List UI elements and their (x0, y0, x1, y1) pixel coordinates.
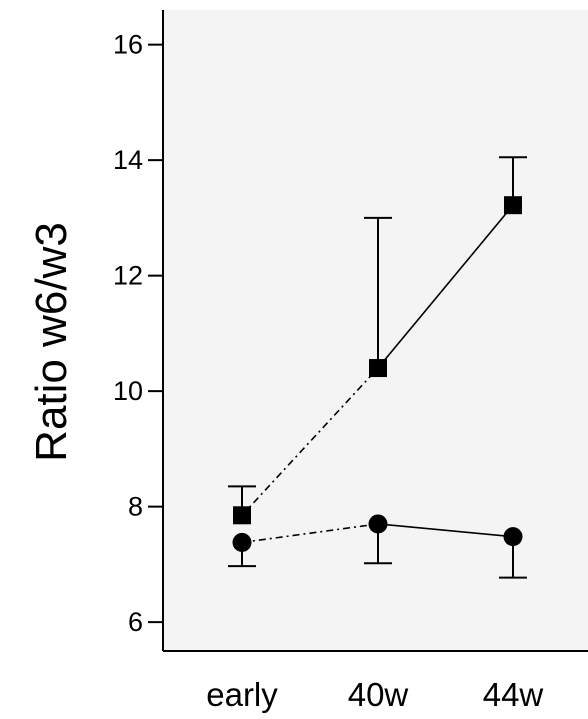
data-point-square (369, 359, 387, 378)
series-line-segment (241, 523, 379, 544)
y-tick-label: 12 (113, 261, 143, 291)
y-tick-label: 14 (113, 145, 143, 175)
data-point-square (504, 196, 522, 215)
x-tick-label: 44w (483, 676, 544, 713)
series-square (228, 156, 527, 525)
data-point-circle (503, 527, 523, 547)
series-line-segment (377, 204, 514, 369)
x-tick-label: 40w (348, 676, 409, 713)
series-group (228, 156, 527, 579)
data-point-square (233, 506, 251, 525)
y-tick-label: 8 (128, 492, 143, 522)
y-axis-title: Ratio w6/w3 (27, 222, 76, 462)
plot-background (163, 10, 588, 651)
x-tick-labels: early 40w 44w (206, 676, 543, 713)
y-tick-label: 6 (128, 607, 143, 637)
y-tick-label: 10 (113, 376, 143, 406)
data-point-circle (368, 514, 388, 534)
x-tick-label: early (206, 676, 278, 713)
series-circle (228, 514, 527, 579)
data-point-circle (232, 532, 252, 552)
series-line-segment (377, 523, 514, 538)
y-tick-label: 16 (113, 30, 143, 60)
y-ticks: 6 8 10 12 14 16 (113, 30, 163, 637)
